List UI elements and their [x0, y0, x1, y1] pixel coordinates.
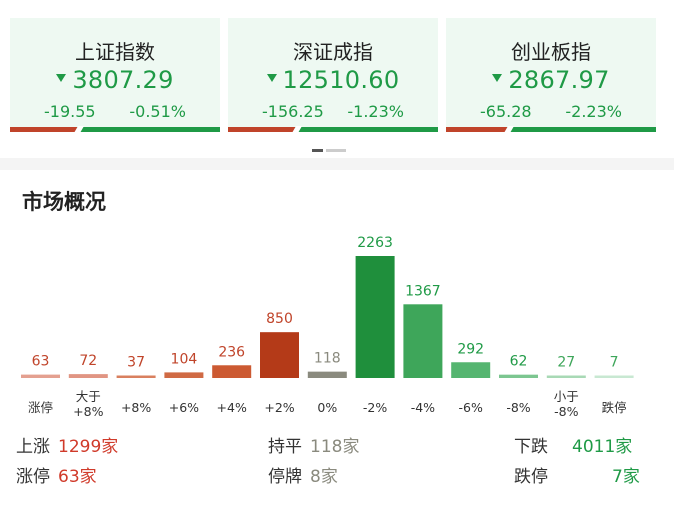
index-change-points: -156.25 — [262, 102, 324, 121]
index-change-pct: -1.23% — [347, 102, 404, 121]
bar-value-label-4: 236 — [218, 344, 245, 360]
stat-up-label: 上涨 — [16, 437, 50, 457]
stat-up-value: 1299家 — [58, 437, 119, 457]
stat-limit-up: 涨停 63家 — [16, 462, 97, 487]
index-value-wrap: 12510.60 — [228, 66, 438, 94]
category-label-11: 小于-8% — [554, 389, 579, 419]
index-name: 上证指数 — [75, 40, 155, 64]
bar-9 — [451, 362, 491, 378]
pager-dot[interactable] — [326, 149, 346, 152]
bar-value-label-0: 63 — [32, 354, 50, 370]
stat-limit-down: 跌停 7家 — [514, 462, 640, 487]
bar-value-label-8: 1367 — [405, 283, 441, 299]
down-arrow-icon — [492, 74, 503, 82]
bar-3 — [164, 372, 204, 378]
category-label-10: -8% — [506, 400, 530, 415]
category-label-2: +8% — [121, 400, 151, 415]
category-label-6: 0% — [317, 400, 337, 415]
bar-value-label-9: 292 — [457, 341, 484, 357]
index-value-wrap: 3807.29 — [10, 66, 220, 94]
section-title: 市场概况 — [22, 190, 106, 214]
index-card-cyb[interactable]: 创业板指 2867.97 -65.28 -2.23% — [446, 18, 656, 133]
bar-value-label-1: 72 — [79, 353, 97, 369]
bar-value-label-5: 850 — [266, 311, 293, 327]
updown-ratio-bar — [228, 126, 438, 133]
stat-up: 上涨 1299家 — [16, 432, 118, 457]
stat-down-value: 4011家 — [572, 437, 633, 457]
bar-5 — [260, 332, 299, 378]
bar-value-label-12: 7 — [610, 355, 619, 371]
index-value: 3807.29 — [72, 66, 174, 94]
section-divider — [0, 158, 674, 170]
index-card-sz[interactable]: 深证成指 12510.60 -156.25 -1.23% — [228, 18, 438, 133]
category-label-5: +2% — [264, 400, 294, 415]
category-label-7: -2% — [363, 400, 387, 415]
updown-ratio-bar — [446, 126, 656, 133]
stat-limit-up-value: 63家 — [58, 467, 97, 487]
stat-limit-down-value: 7家 — [612, 467, 640, 487]
down-arrow-icon — [56, 74, 67, 82]
up-ratio-fill — [10, 127, 78, 132]
index-name: 创业板指 — [511, 40, 591, 64]
up-ratio-fill — [228, 127, 296, 132]
bar-value-label-11: 27 — [557, 355, 575, 371]
bar-11 — [546, 375, 586, 378]
bar-value-label-10: 62 — [510, 354, 528, 370]
market-stats: 上涨 1299家 涨停 63家 持平 118家 停牌 8家 下跌 4011家 跌停 7家 — [0, 428, 674, 498]
bar-6 — [307, 371, 347, 378]
bar-12 — [594, 375, 634, 378]
bar-value-label-7: 2263 — [357, 235, 393, 251]
index-change-pct: -0.51% — [129, 102, 186, 121]
bar-value-label-3: 104 — [171, 351, 198, 367]
up-ratio-fill — [446, 127, 507, 132]
stat-flat: 持平 118家 — [268, 432, 359, 457]
bar-value-label-6: 118 — [314, 351, 341, 367]
bar-0 — [21, 374, 60, 378]
bar-4 — [212, 365, 252, 378]
pager-dot-active[interactable] — [312, 149, 323, 152]
index-cards: 上证指数 3807.29 -19.55 -0.51% 深证成指 12510.60… — [0, 0, 674, 150]
bar-1 — [68, 374, 108, 378]
bar-10 — [499, 374, 538, 378]
category-label-3: +6% — [169, 400, 199, 415]
stat-suspended: 停牌 8家 — [268, 462, 338, 487]
category-label-0: 涨停 — [28, 400, 53, 415]
bar-value-label-2: 37 — [127, 355, 145, 371]
updown-ratio-bar — [10, 126, 220, 133]
stat-down: 下跌 4011家 — [514, 432, 632, 457]
index-card-sh[interactable]: 上证指数 3807.29 -19.55 -0.51% — [10, 18, 220, 133]
market-distribution-chart: 63 涨停 72 大于+8% 37 +8% 104 +6% 236 +4% 850 +2% 118 0% 2… — [21, 235, 634, 419]
index-value: 2867.97 — [508, 66, 610, 94]
stat-limit-up-label: 涨停 — [16, 467, 50, 487]
stat-suspended-value: 8家 — [310, 467, 338, 487]
stat-flat-label: 持平 — [268, 437, 302, 457]
category-label-1: 大于+8% — [73, 389, 103, 419]
carousel-pager[interactable] — [312, 149, 349, 168]
bar-2 — [116, 375, 156, 378]
category-label-9: -6% — [459, 400, 483, 415]
stat-down-label: 下跌 — [514, 437, 548, 457]
stat-suspended-label: 停牌 — [268, 467, 302, 487]
category-label-8: -4% — [411, 400, 435, 415]
bar-7 — [355, 256, 395, 378]
index-change-pct: -2.23% — [565, 102, 622, 121]
stat-limit-down-label: 跌停 — [514, 467, 548, 487]
index-value-wrap: 2867.97 — [446, 66, 656, 94]
category-label-4: +4% — [217, 400, 247, 415]
down-arrow-icon — [266, 74, 277, 82]
category-label-12: 跌停 — [602, 400, 627, 415]
stat-flat-value: 118家 — [310, 437, 360, 457]
index-change-points: -65.28 — [480, 102, 532, 121]
index-value: 12510.60 — [282, 66, 400, 94]
index-name: 深证成指 — [293, 40, 373, 64]
bar-8 — [403, 304, 443, 378]
index-change-points: -19.55 — [44, 102, 96, 121]
